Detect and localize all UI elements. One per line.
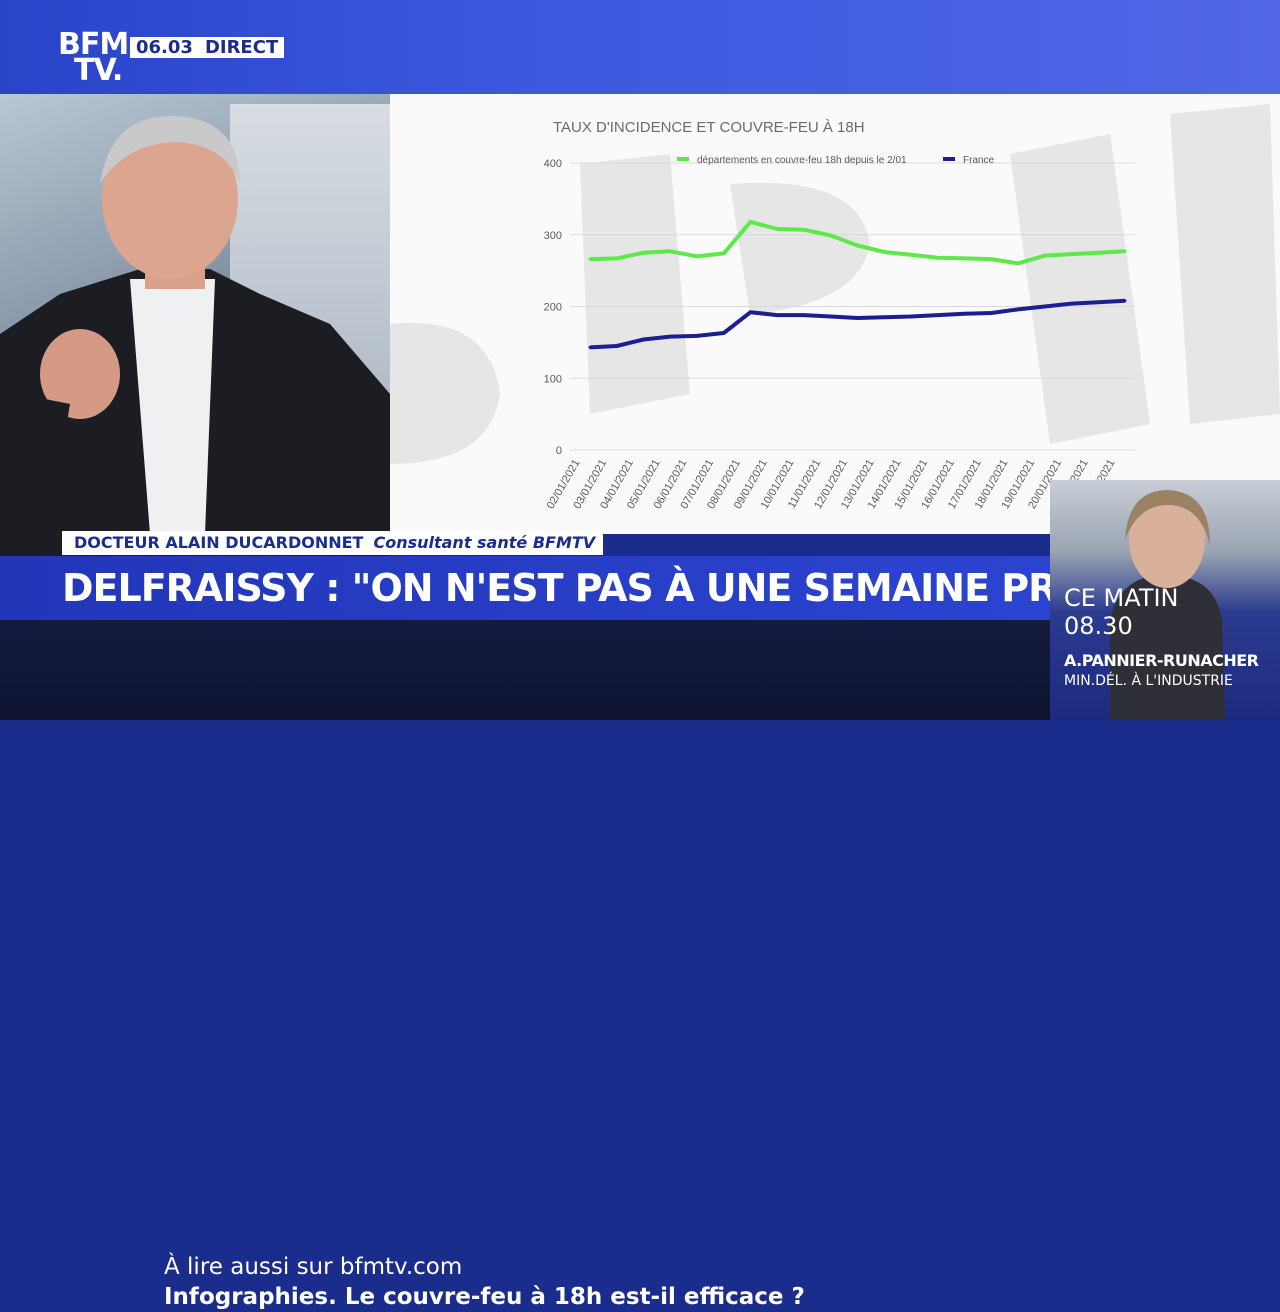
headline-text: DELFRAISSY : "ON N'EST PAS À UNE SEMAINE…	[62, 566, 1127, 610]
promo-time: 08.30	[1064, 612, 1133, 640]
incidence-chart: TAUX D'INCIDENCE ET COUVRE-FEU À 18H 0 10…	[390, 104, 1280, 512]
data-point	[882, 250, 886, 254]
y-tick-label: 300	[544, 230, 562, 242]
data-point	[642, 251, 645, 255]
ticker-line1: À lire aussi sur bfmtv.com	[164, 1254, 463, 1280]
data-point	[695, 254, 699, 258]
promo-show: CE MATIN	[1064, 584, 1179, 612]
chart-legend: départements en couvre-feu 18h depuis le…	[677, 155, 995, 166]
data-point	[749, 220, 752, 224]
legend-label: France	[963, 155, 995, 166]
data-point	[1070, 252, 1073, 256]
data-point	[615, 256, 619, 260]
data-point	[802, 228, 806, 232]
data-point	[642, 338, 645, 342]
data-point	[829, 315, 833, 319]
y-tick-label: 400	[544, 158, 562, 170]
data-point	[936, 313, 940, 317]
data-point	[989, 311, 993, 315]
chart-panel: TAUX D'INCIDENCE ET COUVRE-FEU À 18H 0 10…	[390, 94, 1280, 534]
data-point	[668, 335, 672, 339]
logo-line2: TV.	[74, 53, 123, 88]
y-tick-label: 0	[556, 445, 562, 457]
data-point	[1016, 261, 1020, 265]
data-point	[963, 256, 966, 260]
promo-guest-role: MIN.DÉL. À L'INDUSTRIE	[1064, 673, 1233, 689]
y-axis-ticks: 0 100 200 300 400	[544, 158, 562, 457]
data-point	[1123, 249, 1127, 253]
legend-label: départements en couvre-feu 18h depuis le…	[697, 155, 907, 166]
data-point	[588, 345, 592, 349]
data-point	[856, 316, 859, 320]
chart-title: TAUX D'INCIDENCE ET COUVRE-FEU À 18H	[553, 119, 865, 136]
bfm-watermark	[390, 104, 1280, 464]
headline-band: DELFRAISSY : "ON N'EST PAS À UNE SEMAINE…	[0, 556, 1127, 620]
guest-role: Consultant santé BFMTV	[373, 533, 596, 552]
ticker-line2: Infographies. Le couvre-feu à 18h est-il…	[164, 1284, 805, 1310]
data-point	[963, 312, 966, 316]
data-point	[615, 344, 619, 348]
data-point	[1043, 254, 1047, 258]
y-tick-label: 100	[544, 373, 562, 385]
data-point	[829, 233, 833, 237]
upcoming-promo: CE MATIN 08.30 A.PANNIER-RUNACHER MIN.DÉ…	[1050, 480, 1280, 720]
bfmtv-logo: BFM TV.	[58, 30, 129, 88]
data-point	[802, 313, 806, 317]
y-tick-label: 200	[544, 302, 562, 314]
data-point	[668, 249, 672, 253]
data-point	[722, 251, 726, 255]
data-point	[1096, 251, 1100, 255]
live-time-box: 06.03 DIRECT	[130, 37, 285, 58]
data-point	[1016, 307, 1020, 311]
data-point	[588, 257, 592, 261]
data-point	[722, 331, 726, 335]
data-point	[749, 310, 752, 314]
data-point	[1070, 302, 1073, 306]
data-point	[775, 227, 779, 231]
x-axis-ticks: 02/01/202103/01/202104/01/202105/01/2021…	[545, 458, 1118, 512]
data-point	[936, 256, 940, 260]
data-point	[695, 334, 699, 338]
guest-name-strap: DOCTEUR ALAIN DUCARDONNET Consultant san…	[62, 531, 604, 555]
data-point	[1096, 300, 1100, 304]
chart-grid	[570, 162, 1135, 451]
data-point	[1043, 305, 1047, 308]
chart-series	[588, 219, 1127, 350]
promo-guest-photo	[1110, 490, 1225, 720]
data-point	[989, 257, 993, 261]
data-point	[856, 244, 859, 248]
clock-time: 06.03	[136, 37, 193, 58]
data-point	[909, 315, 913, 319]
guest-name: DOCTEUR ALAIN DUCARDONNET	[74, 533, 364, 552]
data-point	[882, 315, 886, 319]
live-badge: DIRECT	[204, 37, 279, 58]
promo-guest-name: A.PANNIER-RUNACHER	[1064, 651, 1259, 670]
data-point	[1123, 299, 1127, 303]
data-point	[909, 253, 913, 257]
data-point	[775, 313, 779, 317]
logo-line1: BFM	[58, 27, 129, 62]
